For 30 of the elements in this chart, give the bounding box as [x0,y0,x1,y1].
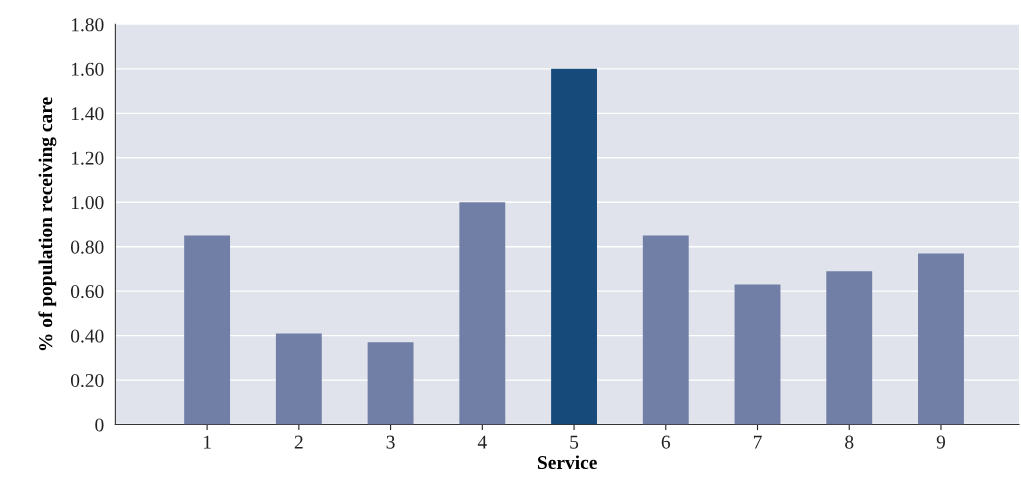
bar [734,284,781,425]
bar [826,271,873,425]
x-axis-title: Service [537,455,597,470]
x-tick-label: 7 [753,435,762,449]
x-tick-label: 1 [203,435,211,449]
y-tick-label: 0 [95,418,104,432]
x-tick-label: 6 [661,435,671,449]
y-tick-label: 0.80 [70,240,104,254]
bar [275,333,322,425]
x-tick-label: 2 [294,435,303,449]
y-tick-label: 0.40 [70,329,104,343]
bar [551,68,597,425]
bar [459,202,506,425]
x-tick-label: 4 [477,435,487,449]
bar [918,253,964,425]
y-tick-label: 1.60 [71,62,104,76]
y-tick-label: 1.80 [71,18,104,32]
bar [367,342,414,425]
y-tick-label: 1.00 [71,196,104,210]
y-tick-label: 0.20 [70,373,104,388]
x-tick-label: 5 [570,435,579,449]
y-tick-label: 0.60 [70,284,104,299]
x-tick-label: 9 [936,435,946,449]
y-tick-label: 1.40 [71,107,104,121]
bar [642,235,689,425]
y-tick-label: 1.20 [71,151,104,165]
x-tick-label: 8 [845,435,854,449]
y-axis-title: % of population receiving care [38,97,57,351]
x-tick-label: 3 [386,435,395,449]
bar [184,235,231,425]
